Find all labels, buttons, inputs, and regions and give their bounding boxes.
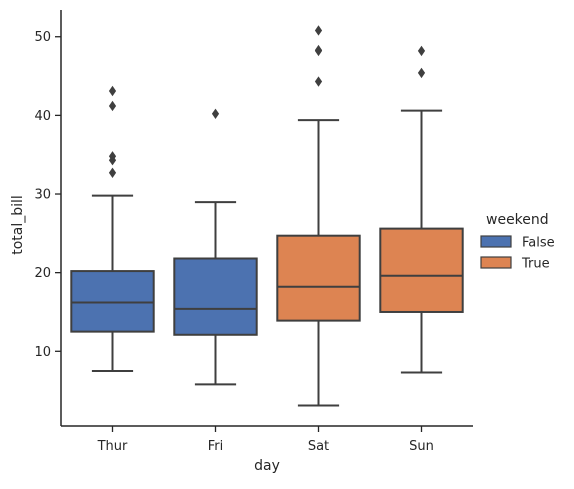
y-tick-label: 20: [34, 266, 51, 281]
box-sat: [276, 25, 361, 407]
outlier-point: [211, 108, 220, 120]
y-tick-label: 10: [34, 345, 51, 360]
y-tick-label: 50: [34, 30, 51, 45]
y-axis-label: total_bill: [10, 195, 26, 255]
y-tick-label: 40: [34, 109, 51, 124]
y-axis: 10 20 30 40 50: [34, 10, 62, 426]
x-axis: Thur Fri Sat Sun: [61, 425, 473, 454]
x-tick-label: Fri: [208, 439, 224, 454]
box-thur: [70, 85, 155, 372]
legend-label: True: [521, 257, 550, 272]
outlier-point: [108, 167, 117, 178]
outlier-point: [108, 100, 117, 112]
outlier-point: [314, 44, 323, 56]
outlier-point: [108, 151, 117, 162]
legend-label: False: [522, 236, 555, 251]
box-iqr: [70, 270, 155, 333]
box-iqr: [276, 234, 361, 322]
x-tick-label: Sat: [308, 439, 329, 454]
box-fri: [173, 108, 258, 386]
x-axis-label: day: [254, 458, 280, 474]
legend-title: weekend: [486, 212, 549, 228]
outlier-point: [417, 67, 426, 79]
x-tick-label: Sun: [409, 439, 434, 454]
box-sun: [379, 45, 464, 374]
outlier-point: [108, 85, 117, 97]
outlier-point: [314, 76, 323, 87]
box-iqr: [379, 227, 464, 313]
outlier-point: [314, 25, 323, 36]
legend-swatch: [480, 235, 512, 248]
outlier-point: [417, 45, 426, 57]
box-iqr: [173, 257, 258, 336]
legend: weekend False True: [480, 212, 555, 272]
y-tick-label: 30: [34, 188, 51, 203]
plot-area: [70, 25, 464, 407]
legend-swatch: [480, 256, 512, 269]
x-tick-label: Thur: [97, 439, 128, 454]
